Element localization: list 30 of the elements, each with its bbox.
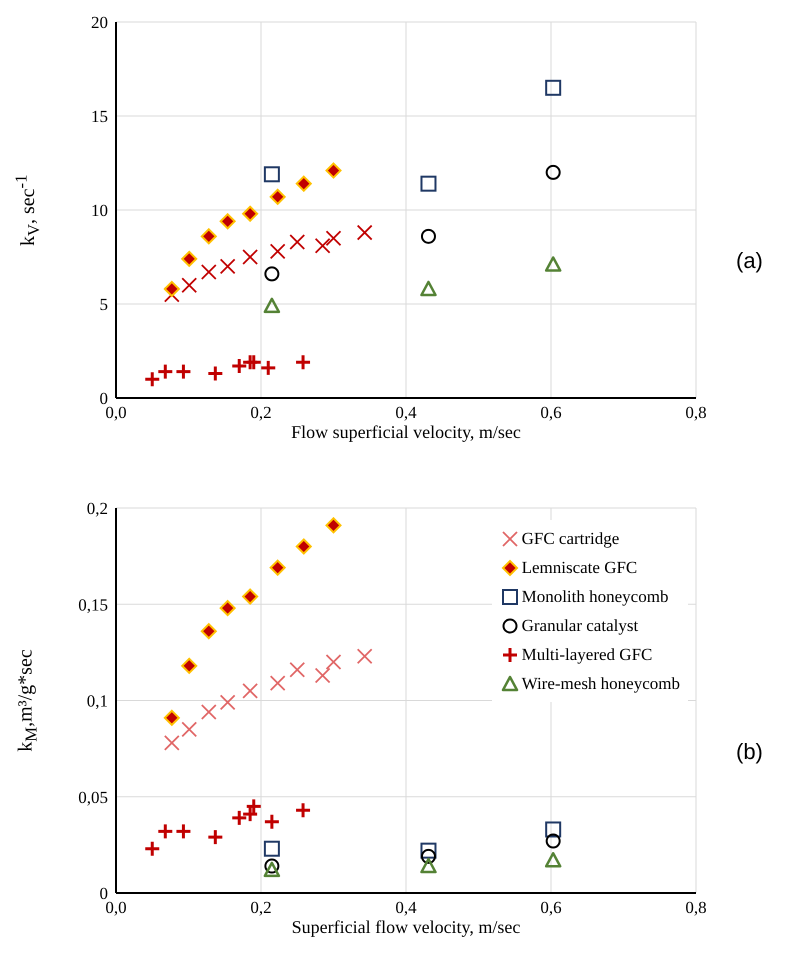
y-tick-label: 0 <box>100 884 108 904</box>
y-tick-label: 15 <box>91 107 108 126</box>
x-tick-label: 0,4 <box>395 898 418 918</box>
y-tick-label: 0,2 <box>86 499 108 518</box>
x-tick-label: 0,8 <box>685 898 707 918</box>
text: (b) <box>736 739 763 765</box>
y-tick-label: 0,05 <box>78 788 108 807</box>
y-tick-label: 20 <box>91 13 108 32</box>
x-tick-label: 0,6 <box>540 403 562 422</box>
y-tick-label: 0 <box>100 389 108 408</box>
legend-label: GFC cartridge <box>522 528 620 548</box>
x-axis-title: Flow superficial velocity, m/sec <box>291 422 521 442</box>
legend-label: Multi-layered GFC <box>522 644 652 664</box>
x-tick-label: 0,2 <box>250 898 272 918</box>
y-tick-label: 5 <box>100 295 108 314</box>
x-tick-label: 0,0 <box>105 898 127 918</box>
y-tick-label: 0,15 <box>78 595 108 614</box>
x-tick-label: 0,4 <box>395 403 418 422</box>
text: (a) <box>736 248 763 274</box>
x-tick-label: 0,2 <box>250 403 272 422</box>
legend-label: Lemniscate GFC <box>522 558 638 578</box>
legend-label: Wire-mesh honeycomb <box>522 674 680 694</box>
y-tick-label: 10 <box>91 201 108 220</box>
x-tick-label: 0,0 <box>105 403 127 422</box>
x-tick-label: 0,6 <box>540 898 562 918</box>
legend-label: Monolith honeycomb <box>522 586 668 606</box>
legend-label: Granular catalyst <box>522 616 638 636</box>
y-tick-label: 0,1 <box>86 692 108 711</box>
x-axis-title: Superficial flow velocity, m/sec <box>292 917 520 937</box>
x-tick-label: 0,8 <box>685 403 707 422</box>
